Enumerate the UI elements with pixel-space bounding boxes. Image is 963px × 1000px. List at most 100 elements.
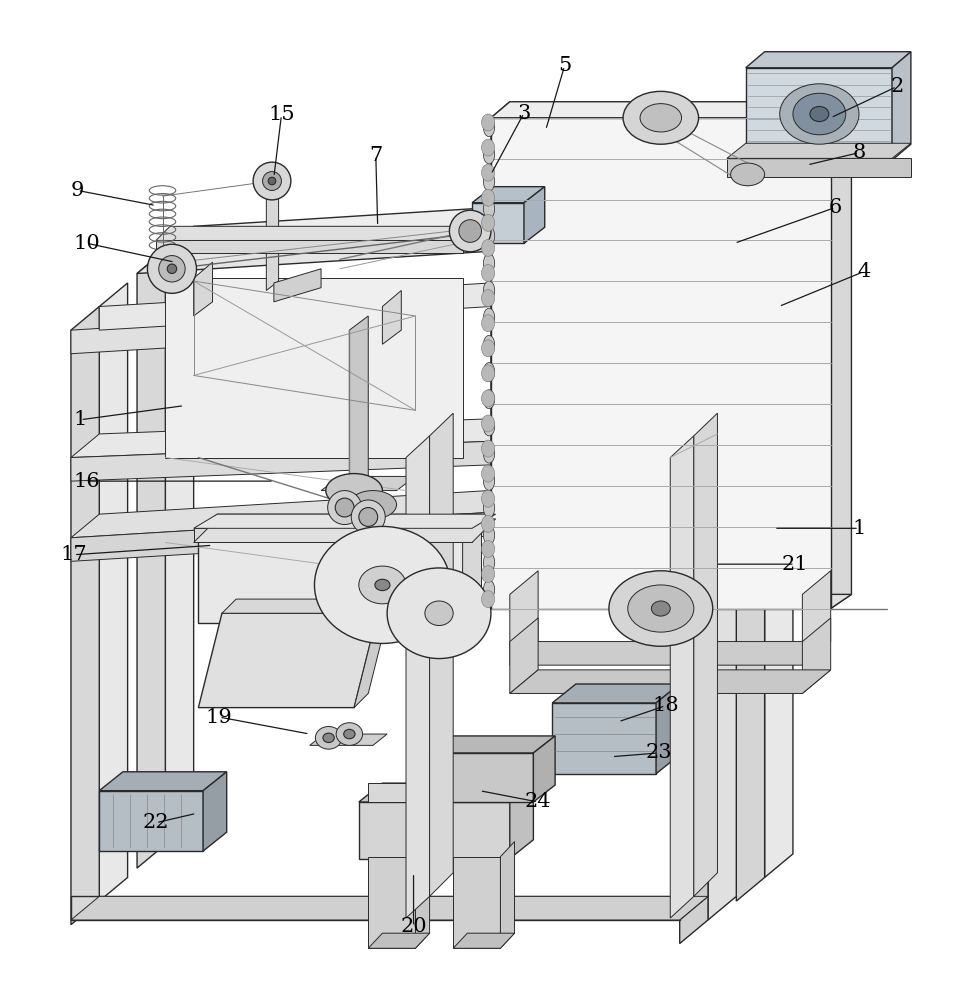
Polygon shape bbox=[71, 509, 538, 561]
Ellipse shape bbox=[483, 580, 495, 599]
Polygon shape bbox=[509, 642, 831, 665]
Polygon shape bbox=[429, 753, 534, 802]
Polygon shape bbox=[454, 933, 514, 948]
Text: 20: 20 bbox=[401, 917, 427, 936]
Polygon shape bbox=[354, 599, 392, 708]
Ellipse shape bbox=[147, 244, 196, 293]
Polygon shape bbox=[831, 102, 851, 609]
Polygon shape bbox=[71, 307, 99, 925]
Polygon shape bbox=[553, 684, 680, 703]
Ellipse shape bbox=[450, 210, 491, 252]
Ellipse shape bbox=[482, 390, 495, 407]
Polygon shape bbox=[708, 401, 737, 920]
Polygon shape bbox=[99, 283, 491, 330]
Ellipse shape bbox=[483, 363, 495, 381]
Text: 24: 24 bbox=[525, 792, 552, 811]
Polygon shape bbox=[166, 226, 194, 844]
Ellipse shape bbox=[483, 526, 495, 545]
Polygon shape bbox=[198, 514, 482, 528]
Ellipse shape bbox=[780, 84, 859, 144]
Polygon shape bbox=[694, 413, 717, 896]
Text: 3: 3 bbox=[517, 104, 531, 123]
Polygon shape bbox=[491, 118, 831, 609]
Polygon shape bbox=[509, 618, 538, 693]
Ellipse shape bbox=[482, 591, 495, 608]
Ellipse shape bbox=[483, 417, 495, 436]
Ellipse shape bbox=[482, 540, 495, 557]
Polygon shape bbox=[553, 703, 656, 774]
Text: 9: 9 bbox=[71, 181, 85, 200]
Ellipse shape bbox=[482, 189, 495, 206]
Polygon shape bbox=[501, 842, 514, 948]
Polygon shape bbox=[472, 187, 545, 203]
Polygon shape bbox=[368, 783, 519, 802]
Polygon shape bbox=[221, 599, 392, 613]
Ellipse shape bbox=[482, 440, 495, 457]
Polygon shape bbox=[137, 212, 765, 274]
Polygon shape bbox=[71, 486, 566, 538]
Polygon shape bbox=[454, 857, 501, 948]
Ellipse shape bbox=[425, 601, 454, 626]
Polygon shape bbox=[727, 158, 911, 177]
Polygon shape bbox=[382, 290, 402, 344]
Text: 1: 1 bbox=[74, 410, 87, 429]
Ellipse shape bbox=[731, 163, 765, 186]
Ellipse shape bbox=[482, 139, 495, 156]
Ellipse shape bbox=[482, 415, 495, 432]
Polygon shape bbox=[359, 802, 509, 859]
Ellipse shape bbox=[482, 290, 495, 307]
Polygon shape bbox=[194, 262, 213, 316]
Text: 4: 4 bbox=[857, 262, 871, 281]
Polygon shape bbox=[166, 278, 462, 458]
Polygon shape bbox=[680, 873, 708, 920]
Ellipse shape bbox=[483, 118, 495, 137]
Polygon shape bbox=[350, 316, 368, 505]
Text: 10: 10 bbox=[73, 234, 100, 253]
Text: 16: 16 bbox=[74, 472, 100, 491]
Ellipse shape bbox=[482, 465, 495, 482]
Ellipse shape bbox=[482, 265, 495, 281]
Polygon shape bbox=[491, 102, 509, 609]
Ellipse shape bbox=[483, 199, 495, 218]
Ellipse shape bbox=[482, 340, 495, 357]
Polygon shape bbox=[737, 212, 765, 901]
Ellipse shape bbox=[482, 239, 495, 256]
Polygon shape bbox=[406, 436, 429, 918]
Ellipse shape bbox=[483, 444, 495, 463]
Ellipse shape bbox=[482, 315, 495, 332]
Ellipse shape bbox=[483, 335, 495, 354]
Polygon shape bbox=[472, 203, 524, 243]
Polygon shape bbox=[267, 174, 278, 290]
Polygon shape bbox=[71, 410, 708, 458]
Polygon shape bbox=[71, 307, 462, 354]
Ellipse shape bbox=[640, 104, 682, 132]
Text: 21: 21 bbox=[782, 555, 808, 574]
Ellipse shape bbox=[483, 471, 495, 490]
Polygon shape bbox=[99, 283, 127, 901]
Polygon shape bbox=[534, 736, 555, 802]
Ellipse shape bbox=[315, 526, 451, 643]
Polygon shape bbox=[71, 896, 680, 920]
Text: 17: 17 bbox=[61, 545, 87, 564]
Ellipse shape bbox=[159, 256, 185, 282]
Ellipse shape bbox=[482, 365, 495, 382]
Polygon shape bbox=[368, 857, 415, 948]
Ellipse shape bbox=[482, 490, 495, 507]
Polygon shape bbox=[491, 102, 851, 118]
Polygon shape bbox=[71, 434, 680, 481]
Ellipse shape bbox=[793, 93, 846, 135]
Ellipse shape bbox=[335, 498, 354, 517]
Text: 7: 7 bbox=[369, 146, 382, 165]
Text: 6: 6 bbox=[829, 198, 842, 217]
Polygon shape bbox=[415, 842, 429, 948]
Ellipse shape bbox=[316, 726, 342, 749]
Polygon shape bbox=[491, 594, 851, 609]
Polygon shape bbox=[745, 68, 892, 160]
Polygon shape bbox=[194, 514, 496, 528]
Ellipse shape bbox=[483, 281, 495, 300]
Polygon shape bbox=[429, 413, 454, 896]
Text: 5: 5 bbox=[558, 56, 571, 75]
Ellipse shape bbox=[483, 308, 495, 327]
Polygon shape bbox=[656, 684, 680, 774]
Ellipse shape bbox=[350, 491, 397, 519]
